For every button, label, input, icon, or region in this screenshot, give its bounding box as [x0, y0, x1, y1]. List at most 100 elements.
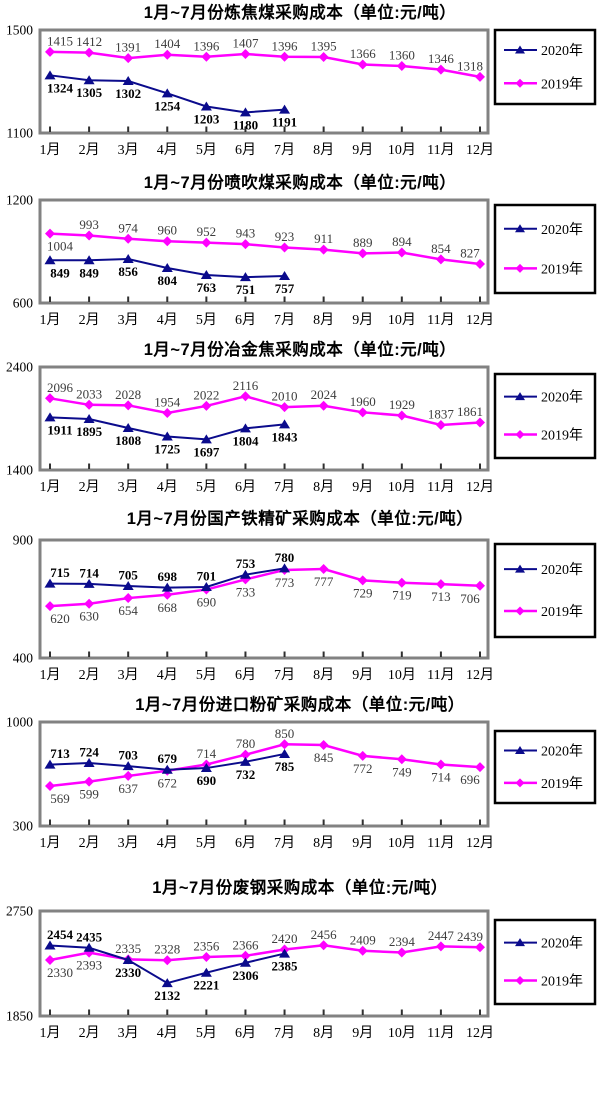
plot-area: [38, 720, 490, 828]
data-label-2020年: 715: [50, 565, 70, 580]
data-label-2020年: 2330: [115, 965, 141, 980]
chart-title: 1月~7月份喷吹煤采购成本（单位:元/吨）: [143, 174, 457, 192]
x-axis-label: 11月: [427, 1025, 454, 1041]
series-2020年-marker: [279, 748, 291, 758]
series-2020年-marker: [200, 581, 212, 591]
series-2019年-marker: [357, 59, 368, 70]
x-axis-label: 2月: [79, 667, 100, 683]
x-axis-label: 7月: [274, 835, 295, 851]
data-label-2019年: 706: [460, 591, 480, 606]
series-2019年-marker: [162, 589, 173, 600]
series-2019年-marker: [279, 402, 290, 413]
data-label-2019年: 1861: [457, 404, 483, 419]
series-2020年-marker: [279, 104, 291, 114]
legend-marker-2019年: [515, 975, 525, 985]
x-axis-label: 1月: [40, 1025, 61, 1041]
x-axis-label: 5月: [196, 479, 217, 495]
series-2019年-marker: [84, 598, 95, 609]
series-2019年-line: [49, 232, 481, 266]
data-label-2019年: 654: [118, 603, 138, 618]
data-label-2019年: 2028: [115, 387, 141, 402]
series-2020年-marker: [44, 578, 56, 588]
x-axis-label: 2月: [79, 312, 100, 328]
legend-box: [493, 542, 597, 639]
x-axis-label: 2月: [79, 1025, 100, 1041]
series-2019年-marker: [201, 51, 212, 62]
series-2019年-marker: [201, 237, 212, 248]
series-2019年-line: [49, 394, 481, 427]
series-2019年-marker: [318, 564, 329, 575]
x-axis-label: 8月: [313, 479, 334, 495]
series-2020年-marker: [239, 756, 251, 766]
data-label-2019年: 1360: [389, 48, 415, 63]
legend-marker-2019年: [515, 778, 525, 788]
series-2020年-marker: [239, 107, 251, 117]
x-axis-label: 10月: [388, 312, 416, 328]
x-axis-label: 12月: [466, 1025, 494, 1041]
data-label-2020年: 1804: [232, 433, 259, 448]
x-axis-label: 1月: [40, 312, 61, 328]
series-2020年-marker: [122, 581, 134, 591]
x-axis-label: 6月: [235, 142, 256, 158]
series-2019年-marker: [435, 941, 446, 952]
data-label-2019年: 672: [158, 776, 178, 791]
series-2019年-marker: [279, 51, 290, 62]
data-label-2020年: 690: [197, 773, 217, 788]
series-2019年-marker: [84, 47, 95, 58]
y-axis-label: 1400: [6, 463, 33, 478]
legend: 2020年 2019年: [493, 729, 597, 805]
series-2020年-marker: [161, 88, 173, 98]
x-axis-label: 5月: [196, 142, 217, 158]
series-2019年-marker: [240, 391, 251, 402]
series-2019年-marker: [201, 951, 212, 962]
data-label-2019年: 637: [118, 781, 138, 796]
series-2020年-marker: [122, 955, 134, 964]
series-2019年-marker: [123, 593, 134, 604]
data-label-2019年: 2033: [76, 386, 102, 401]
legend-marker-2019年: [515, 78, 525, 88]
series-2019年-marker: [240, 48, 251, 59]
x-axis-label: 6月: [235, 479, 256, 495]
chart-block-scrap-steel: 1月~7月份废钢采购成本（单位:元/吨） 2750 1850 1月 2月 3月 4月 5月 6…: [0, 879, 600, 1052]
data-label-2019年: 952: [197, 224, 217, 239]
series-2019年-marker: [475, 580, 485, 591]
series-2019年-marker: [396, 577, 407, 588]
x-axis-label: 6月: [235, 667, 256, 683]
x-axis-label: 12月: [466, 667, 494, 683]
data-label-2019年: 729: [353, 585, 373, 600]
chart-title: 1月~7月份国产铁精矿采购成本（单位:元/吨）: [126, 510, 474, 528]
y-axis-label: 1200: [6, 193, 33, 208]
data-label-2020年: 763: [197, 280, 217, 295]
series-2020年-marker: [279, 563, 291, 573]
x-axis-label: 2月: [79, 142, 100, 158]
chart-title: 1月~7月份冶金焦采购成本（单位:元/吨）: [143, 341, 457, 359]
data-label-2019年: 2335: [115, 941, 141, 956]
series-2019年-marker: [396, 947, 407, 958]
series-2019年-line: [49, 743, 481, 788]
series-2019年-marker: [435, 64, 446, 75]
legend-label-2019年: 2019年: [541, 973, 583, 989]
x-axis-label: 8月: [313, 142, 334, 158]
plot-area: [38, 909, 490, 1018]
data-label-2019年: 974: [118, 220, 138, 235]
series-2020年-marker: [83, 75, 95, 85]
series-2020年-marker: [83, 578, 95, 588]
data-label-2020年: 703: [118, 748, 138, 763]
data-label-2020年: 1305: [76, 85, 103, 100]
x-axis-label: 9月: [352, 835, 373, 851]
legend: 2020年 2019年: [493, 28, 597, 106]
data-label-2020年: 698: [158, 569, 178, 584]
y-axis-label: 1000: [6, 715, 33, 730]
series-2020年-marker: [200, 101, 212, 111]
series-2019年-marker: [84, 399, 95, 410]
data-label-2019年: 714: [197, 746, 217, 761]
series-2020年-marker: [200, 270, 212, 280]
data-label-2019年: 780: [236, 736, 256, 751]
series-2019年-marker: [162, 407, 173, 418]
series-2019年-marker: [279, 242, 290, 253]
data-label-2019年: 1415: [47, 33, 73, 48]
data-label-2019年: 1837: [428, 406, 455, 421]
data-label-2019年: 599: [79, 787, 99, 802]
